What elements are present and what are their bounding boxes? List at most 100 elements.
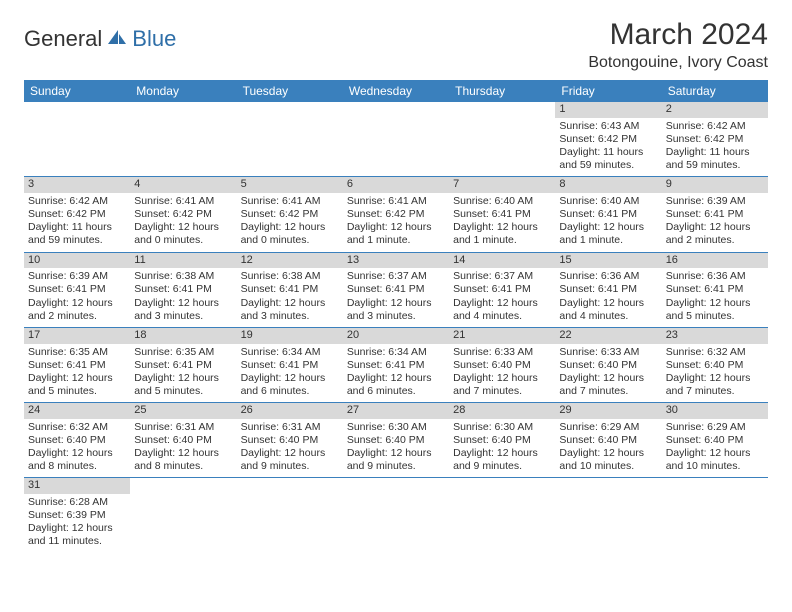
day-info-line: and 7 minutes. xyxy=(559,385,657,398)
day-info-line: Sunset: 6:40 PM xyxy=(453,359,551,372)
day-info-line: and 3 minutes. xyxy=(134,310,232,323)
day-info-line: Daylight: 12 hours xyxy=(559,372,657,385)
day-cell xyxy=(130,102,236,176)
day-cell: 15Sunrise: 6:36 AMSunset: 6:41 PMDayligh… xyxy=(555,253,661,327)
day-cell xyxy=(24,102,130,176)
day-info-line: Daylight: 11 hours xyxy=(28,221,126,234)
day-info-line: Sunset: 6:41 PM xyxy=(666,208,764,221)
day-info-line: Daylight: 12 hours xyxy=(28,297,126,310)
day-info-line: Daylight: 12 hours xyxy=(28,447,126,460)
day-info-line: Daylight: 12 hours xyxy=(559,221,657,234)
day-info-line: and 1 minute. xyxy=(453,234,551,247)
day-number: 6 xyxy=(343,177,449,193)
day-info-line: Sunset: 6:42 PM xyxy=(666,133,764,146)
day-number: 19 xyxy=(237,328,343,344)
day-info-line: Sunrise: 6:39 AM xyxy=(28,270,126,283)
weekday-fri: Friday xyxy=(555,80,661,102)
day-cell: 4Sunrise: 6:41 AMSunset: 6:42 PMDaylight… xyxy=(130,177,236,251)
day-cell: 1Sunrise: 6:43 AMSunset: 6:42 PMDaylight… xyxy=(555,102,661,176)
day-info-line: Sunset: 6:41 PM xyxy=(559,208,657,221)
location: Botongouine, Ivory Coast xyxy=(588,54,768,72)
week-row: 17Sunrise: 6:35 AMSunset: 6:41 PMDayligh… xyxy=(24,328,768,403)
week-row: 1Sunrise: 6:43 AMSunset: 6:42 PMDaylight… xyxy=(24,102,768,177)
day-info-line: Sunrise: 6:33 AM xyxy=(453,346,551,359)
day-info-line: Sunset: 6:39 PM xyxy=(28,509,126,522)
day-cell xyxy=(237,478,343,552)
day-cell xyxy=(343,478,449,552)
day-info-line: Daylight: 12 hours xyxy=(241,297,339,310)
day-info-line: Daylight: 12 hours xyxy=(453,447,551,460)
day-info-line: and 10 minutes. xyxy=(559,460,657,473)
day-number: 13 xyxy=(343,253,449,269)
day-info-line: Daylight: 12 hours xyxy=(666,297,764,310)
day-cell: 18Sunrise: 6:35 AMSunset: 6:41 PMDayligh… xyxy=(130,328,236,402)
day-info-line: Sunrise: 6:32 AM xyxy=(28,421,126,434)
day-number: 16 xyxy=(662,253,768,269)
day-info-line: Daylight: 12 hours xyxy=(28,522,126,535)
day-info-line: Sunrise: 6:35 AM xyxy=(134,346,232,359)
day-info-line: Sunset: 6:40 PM xyxy=(666,359,764,372)
day-number: 5 xyxy=(237,177,343,193)
day-info-line: Sunrise: 6:43 AM xyxy=(559,120,657,133)
day-info-line: and 5 minutes. xyxy=(28,385,126,398)
day-info-line: Sunrise: 6:36 AM xyxy=(666,270,764,283)
day-info-line: and 59 minutes. xyxy=(559,159,657,172)
day-cell: 17Sunrise: 6:35 AMSunset: 6:41 PMDayligh… xyxy=(24,328,130,402)
day-number: 23 xyxy=(662,328,768,344)
day-info-line: Sunrise: 6:30 AM xyxy=(453,421,551,434)
day-number: 8 xyxy=(555,177,661,193)
day-info-line: and 10 minutes. xyxy=(666,460,764,473)
day-info-line: Daylight: 11 hours xyxy=(666,146,764,159)
day-info-line: Sunset: 6:41 PM xyxy=(134,283,232,296)
day-number: 2 xyxy=(662,102,768,118)
day-cell: 7Sunrise: 6:40 AMSunset: 6:41 PMDaylight… xyxy=(449,177,555,251)
day-cell: 22Sunrise: 6:33 AMSunset: 6:40 PMDayligh… xyxy=(555,328,661,402)
day-number: 28 xyxy=(449,403,555,419)
day-info-line: Daylight: 11 hours xyxy=(559,146,657,159)
day-info-line: Sunrise: 6:28 AM xyxy=(28,496,126,509)
day-info-line: Sunrise: 6:30 AM xyxy=(347,421,445,434)
day-info-line: and 8 minutes. xyxy=(28,460,126,473)
weekday-wed: Wednesday xyxy=(343,80,449,102)
day-cell xyxy=(343,102,449,176)
day-info-line: Sunset: 6:40 PM xyxy=(666,434,764,447)
day-info-line: Daylight: 12 hours xyxy=(134,297,232,310)
day-cell: 29Sunrise: 6:29 AMSunset: 6:40 PMDayligh… xyxy=(555,403,661,477)
calendar: Sunday Monday Tuesday Wednesday Thursday… xyxy=(24,80,768,553)
day-info-line: Sunset: 6:41 PM xyxy=(241,283,339,296)
day-cell: 25Sunrise: 6:31 AMSunset: 6:40 PMDayligh… xyxy=(130,403,236,477)
day-info-line: Daylight: 12 hours xyxy=(241,221,339,234)
month-title: March 2024 xyxy=(588,18,768,52)
week-row: 31Sunrise: 6:28 AMSunset: 6:39 PMDayligh… xyxy=(24,478,768,552)
day-cell: 19Sunrise: 6:34 AMSunset: 6:41 PMDayligh… xyxy=(237,328,343,402)
day-info-line: Sunset: 6:40 PM xyxy=(347,434,445,447)
day-info-line: Daylight: 12 hours xyxy=(666,447,764,460)
day-number: 1 xyxy=(555,102,661,118)
day-number: 21 xyxy=(449,328,555,344)
day-info-line: Daylight: 12 hours xyxy=(453,221,551,234)
day-info-line: Sunrise: 6:41 AM xyxy=(241,195,339,208)
day-info-line: and 4 minutes. xyxy=(453,310,551,323)
day-info-line: and 3 minutes. xyxy=(241,310,339,323)
day-info-line: Sunrise: 6:29 AM xyxy=(559,421,657,434)
day-info-line: Sunset: 6:41 PM xyxy=(241,359,339,372)
day-info-line: Sunset: 6:41 PM xyxy=(453,208,551,221)
day-info-line: Sunset: 6:42 PM xyxy=(241,208,339,221)
day-info-line: Daylight: 12 hours xyxy=(241,372,339,385)
day-info-line: Sunset: 6:40 PM xyxy=(559,359,657,372)
day-info-line: Sunrise: 6:34 AM xyxy=(347,346,445,359)
day-number: 24 xyxy=(24,403,130,419)
day-cell: 12Sunrise: 6:38 AMSunset: 6:41 PMDayligh… xyxy=(237,253,343,327)
day-cell: 31Sunrise: 6:28 AMSunset: 6:39 PMDayligh… xyxy=(24,478,130,552)
day-number: 7 xyxy=(449,177,555,193)
day-cell: 21Sunrise: 6:33 AMSunset: 6:40 PMDayligh… xyxy=(449,328,555,402)
sail-icon xyxy=(106,28,128,51)
day-info-line: Sunset: 6:42 PM xyxy=(347,208,445,221)
day-info-line: Daylight: 12 hours xyxy=(134,447,232,460)
day-info-line: and 1 minute. xyxy=(559,234,657,247)
day-number: 17 xyxy=(24,328,130,344)
day-info-line: Sunrise: 6:42 AM xyxy=(666,120,764,133)
day-info-line: Sunrise: 6:38 AM xyxy=(241,270,339,283)
day-info-line: Sunset: 6:41 PM xyxy=(453,283,551,296)
day-info-line: Sunrise: 6:36 AM xyxy=(559,270,657,283)
